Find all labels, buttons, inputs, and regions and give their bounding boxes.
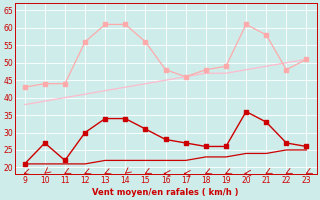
X-axis label: Vent moyen/en rafales ( km/h ): Vent moyen/en rafales ( km/h ) — [92, 188, 239, 197]
